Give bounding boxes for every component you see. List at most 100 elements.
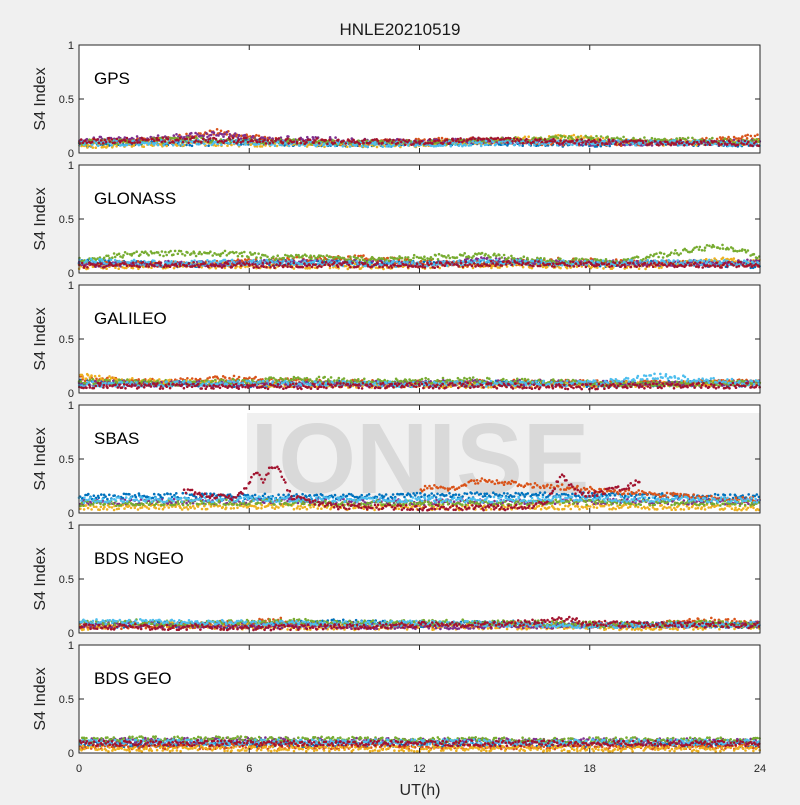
data-point <box>612 139 615 142</box>
data-point <box>110 144 113 147</box>
data-point <box>756 133 759 136</box>
y-axis-label: S4 Index <box>32 67 49 130</box>
data-point <box>361 145 364 148</box>
data-point <box>447 254 450 257</box>
data-point <box>151 252 154 255</box>
data-point <box>503 254 506 257</box>
data-point <box>258 138 261 141</box>
data-point <box>722 247 725 250</box>
data-point <box>157 251 160 254</box>
data-point <box>701 249 704 252</box>
data-point <box>426 257 429 260</box>
data-point <box>384 142 387 145</box>
data-point <box>374 259 377 262</box>
data-point <box>243 251 246 254</box>
data-point <box>162 136 165 139</box>
data-point <box>468 260 471 263</box>
data-point <box>413 254 416 257</box>
data-point <box>670 144 673 147</box>
data-point <box>389 145 392 148</box>
data-point <box>389 138 392 141</box>
data-point <box>672 259 675 262</box>
data-point <box>323 143 326 146</box>
data-point <box>274 144 277 147</box>
data-point <box>602 259 605 262</box>
data-point <box>755 140 758 143</box>
data-point <box>319 259 322 262</box>
data-point <box>751 145 754 148</box>
data-point <box>676 140 679 143</box>
data-point <box>222 135 225 138</box>
data-point <box>209 137 212 140</box>
data-point <box>143 145 146 148</box>
data-point <box>727 248 730 251</box>
data-point <box>356 257 359 260</box>
data-point <box>753 253 756 256</box>
data-point <box>486 257 489 260</box>
data-point <box>603 140 606 143</box>
data-point <box>186 251 189 254</box>
data-point <box>203 143 206 146</box>
data-point <box>600 259 603 262</box>
data-point <box>272 255 275 258</box>
data-point <box>620 142 623 145</box>
data-point <box>229 138 232 141</box>
data-point <box>532 260 535 263</box>
data-point <box>258 135 261 138</box>
data-point <box>527 258 530 261</box>
data-point <box>580 138 583 141</box>
data-point <box>179 137 182 140</box>
data-point <box>352 139 355 142</box>
data-point <box>252 140 255 143</box>
data-point <box>646 256 649 259</box>
data-point <box>200 253 203 256</box>
data-point <box>133 141 136 144</box>
data-point <box>741 135 744 138</box>
data-point <box>105 267 108 270</box>
data-point <box>85 259 88 262</box>
data-point <box>510 255 513 258</box>
data-point <box>161 250 164 253</box>
data-point <box>182 141 185 144</box>
data-point <box>125 267 128 270</box>
data-point <box>711 137 714 140</box>
data-point <box>196 143 199 146</box>
data-point <box>385 261 388 264</box>
data-point <box>334 145 337 148</box>
data-point <box>754 135 757 138</box>
data-point <box>123 144 126 147</box>
data-point <box>747 141 750 144</box>
data-point <box>185 138 188 141</box>
data-point <box>263 259 266 262</box>
data-point <box>450 145 453 148</box>
data-point <box>605 258 608 261</box>
data-point <box>597 144 600 147</box>
data-point <box>266 255 269 258</box>
data-point <box>220 144 223 147</box>
data-point <box>559 258 562 261</box>
data-point <box>407 256 410 259</box>
data-point <box>594 141 597 144</box>
data-point <box>221 133 224 136</box>
data-point <box>244 141 247 144</box>
data-point <box>697 143 700 146</box>
data-point <box>233 252 236 255</box>
data-point <box>158 139 161 142</box>
data-point <box>95 142 98 145</box>
data-point <box>708 143 711 146</box>
data-point <box>407 144 410 147</box>
data-point <box>105 141 108 144</box>
data-point <box>82 141 85 144</box>
data-point <box>288 145 291 148</box>
data-point <box>695 246 698 249</box>
data-point <box>278 137 281 140</box>
data-point <box>147 261 150 264</box>
panel-label: GPS <box>94 69 130 88</box>
data-point <box>434 140 437 143</box>
data-point <box>223 133 226 136</box>
data-point <box>638 267 641 270</box>
data-point <box>256 141 259 144</box>
data-point <box>139 253 142 256</box>
data-point <box>726 143 729 146</box>
data-point <box>197 140 200 143</box>
